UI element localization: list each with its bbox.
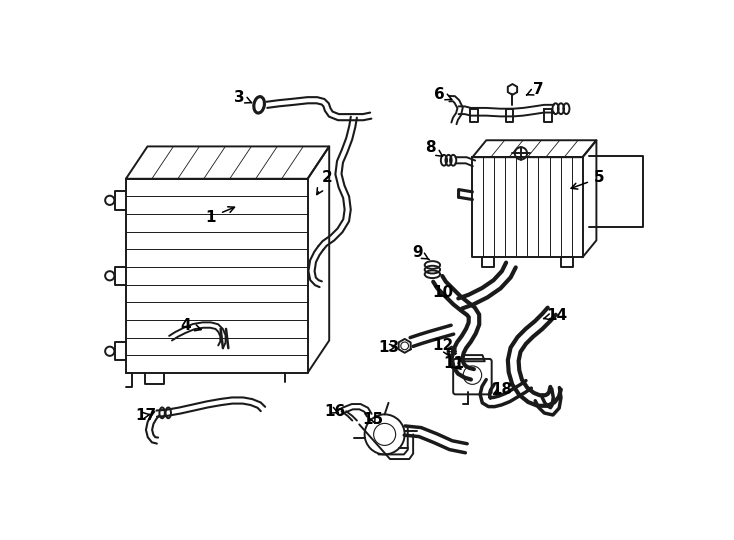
Text: 15: 15: [363, 411, 384, 427]
Text: 3: 3: [234, 90, 252, 105]
Text: 1: 1: [206, 207, 234, 225]
Text: 4: 4: [181, 318, 201, 333]
Text: 9: 9: [413, 245, 429, 260]
Text: 2: 2: [317, 171, 333, 194]
Text: 11: 11: [443, 356, 465, 371]
Text: 18: 18: [491, 382, 512, 397]
Text: 17: 17: [135, 408, 156, 423]
Text: 7: 7: [526, 82, 544, 97]
Text: 13: 13: [378, 340, 399, 355]
Text: 8: 8: [425, 140, 443, 156]
Text: 5: 5: [571, 171, 605, 189]
Text: 10: 10: [432, 285, 453, 300]
Text: 14: 14: [544, 308, 567, 322]
Text: 6: 6: [434, 86, 452, 102]
Text: 16: 16: [324, 404, 345, 419]
Text: 12: 12: [432, 338, 454, 356]
